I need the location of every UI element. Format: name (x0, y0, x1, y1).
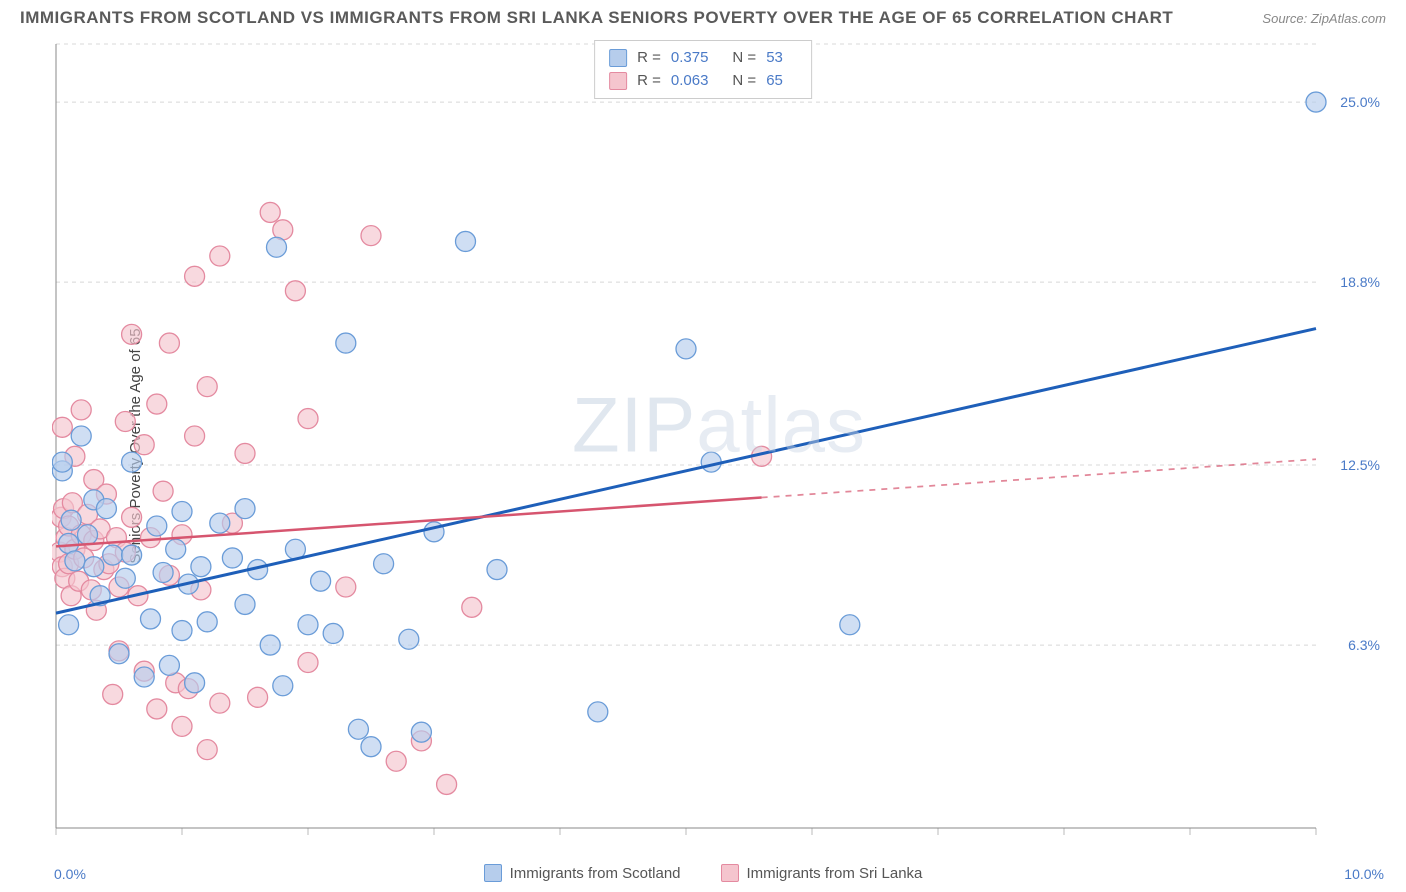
correlation-legend: R = 0.375 N = 53 R = 0.063 N = 65 (594, 40, 812, 99)
scatter-plot: 6.3% 12.5% 18.8% 25.0% (52, 40, 1386, 842)
legend-swatch (721, 864, 739, 882)
r-value: 0.375 (671, 47, 709, 70)
n-value: 53 (766, 47, 783, 70)
legend-swatch (484, 864, 502, 882)
correlation-legend-row: R = 0.063 N = 65 (609, 70, 797, 93)
n-value: 65 (766, 70, 783, 93)
chart-title: IMMIGRANTS FROM SCOTLAND VS IMMIGRANTS F… (20, 8, 1173, 28)
n-label: N = (732, 47, 756, 70)
r-label: R = (637, 47, 661, 70)
r-label: R = (637, 70, 661, 93)
n-label: N = (732, 70, 756, 93)
chart-area: ZIPatlas 6.3%12.5%18.8%25.0% (52, 40, 1386, 842)
legend-item: Immigrants from Sri Lanka (721, 864, 923, 882)
svg-text:12.5%: 12.5% (1340, 457, 1380, 473)
source-attribution: Source: ZipAtlas.com (1262, 11, 1386, 26)
legend-swatch (609, 72, 627, 90)
legend-item: Immigrants from Scotland (484, 864, 681, 882)
series-legend: Immigrants from Scotland Immigrants from … (0, 864, 1406, 882)
correlation-legend-row: R = 0.375 N = 53 (609, 47, 797, 70)
svg-text:18.8%: 18.8% (1340, 274, 1380, 290)
legend-label: Immigrants from Sri Lanka (747, 865, 923, 882)
svg-text:25.0%: 25.0% (1340, 94, 1380, 110)
svg-text:6.3%: 6.3% (1348, 637, 1380, 653)
legend-label: Immigrants from Scotland (510, 865, 681, 882)
r-value: 0.063 (671, 70, 709, 93)
legend-swatch (609, 49, 627, 67)
